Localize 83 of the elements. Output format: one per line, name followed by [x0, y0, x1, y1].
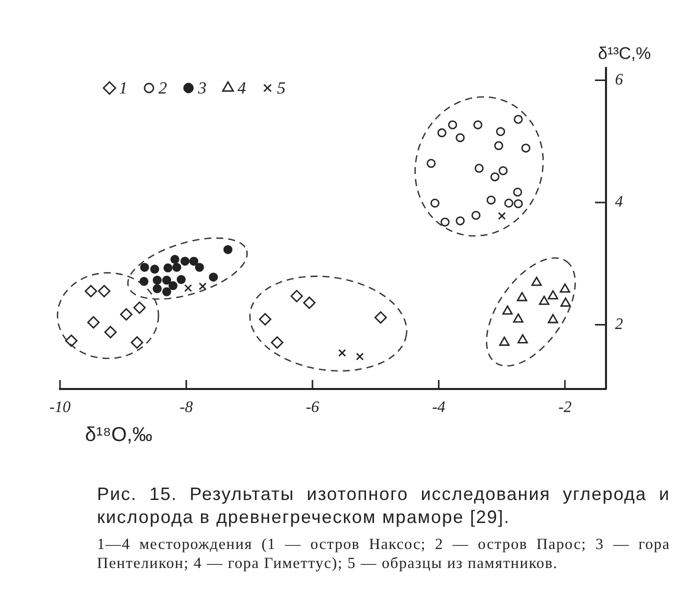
point — [189, 256, 198, 266]
point — [98, 284, 110, 298]
point — [490, 172, 500, 182]
legend-label: 1 — [119, 78, 128, 98]
point — [150, 264, 160, 274]
point — [502, 305, 513, 315]
point — [104, 326, 117, 338]
legend-label: 2 — [158, 78, 168, 98]
point — [152, 276, 162, 285]
point — [356, 352, 364, 360]
text: Рис. 15. Результаты изотопного исследования углерода и кислорода в древнегреческом мраморе [29]. — [97, 483, 670, 529]
point — [513, 313, 524, 323]
point — [84, 284, 98, 298]
point — [162, 276, 172, 285]
point — [208, 272, 218, 282]
point — [473, 120, 482, 130]
point — [538, 296, 550, 305]
point — [170, 254, 180, 264]
point — [499, 336, 510, 346]
point — [198, 282, 207, 290]
x-tick-label: -8 — [180, 398, 193, 416]
point — [139, 276, 148, 286]
point — [437, 128, 446, 138]
point — [130, 336, 144, 349]
point — [430, 198, 440, 208]
point — [152, 284, 162, 294]
point — [560, 283, 570, 293]
legend-label: 3 — [197, 78, 206, 98]
y-tick-label: 6 — [615, 71, 623, 88]
point — [514, 199, 523, 208]
point — [474, 164, 484, 173]
point — [223, 245, 232, 254]
point — [290, 290, 303, 302]
point — [303, 296, 316, 309]
point — [456, 133, 465, 142]
point — [471, 210, 480, 220]
point — [162, 287, 172, 296]
y-tick-label: 2 — [615, 316, 623, 334]
x-tick-label: -2 — [558, 398, 572, 416]
point — [87, 316, 100, 329]
point — [448, 120, 458, 130]
point — [374, 311, 387, 324]
point — [494, 141, 504, 150]
point — [498, 166, 508, 176]
point — [486, 196, 496, 205]
point — [180, 256, 190, 266]
legend-label: 5 — [277, 78, 286, 98]
point — [258, 313, 272, 326]
point — [548, 314, 558, 324]
point — [65, 334, 78, 347]
y-tick-label: 4 — [615, 194, 623, 211]
point — [120, 308, 132, 321]
point — [338, 349, 346, 357]
point — [498, 212, 506, 220]
point — [521, 144, 530, 153]
x-axis-title: δ¹⁸O,‰ — [85, 424, 152, 446]
point — [516, 292, 528, 302]
point — [517, 334, 528, 344]
legend-label: 4 — [238, 78, 246, 98]
text: 1—4 месторождения (1 — остров Наксос; 2 — остров Парос; 3 — гора Пентеликон; 4 — гора Гиметтус); 5 — образцы из памятников. — [97, 535, 670, 573]
point — [163, 263, 172, 272]
point — [184, 284, 192, 292]
point — [560, 298, 571, 307]
point — [496, 127, 506, 136]
point — [426, 158, 436, 168]
point — [513, 188, 522, 197]
x-tick-label: -4 — [432, 398, 446, 416]
point — [456, 216, 465, 226]
point — [504, 198, 514, 208]
point — [133, 301, 146, 314]
y-axis-title: δ¹³C,% — [598, 44, 651, 63]
point — [514, 114, 523, 124]
x-tick-label: -6 — [306, 398, 320, 416]
point — [168, 281, 178, 290]
point — [548, 290, 558, 300]
point — [440, 218, 450, 227]
x-tick-label: -10 — [49, 398, 71, 416]
point — [140, 262, 150, 272]
point — [176, 275, 186, 284]
point — [195, 262, 204, 272]
point — [172, 262, 182, 272]
point — [531, 276, 542, 286]
point — [270, 336, 284, 349]
